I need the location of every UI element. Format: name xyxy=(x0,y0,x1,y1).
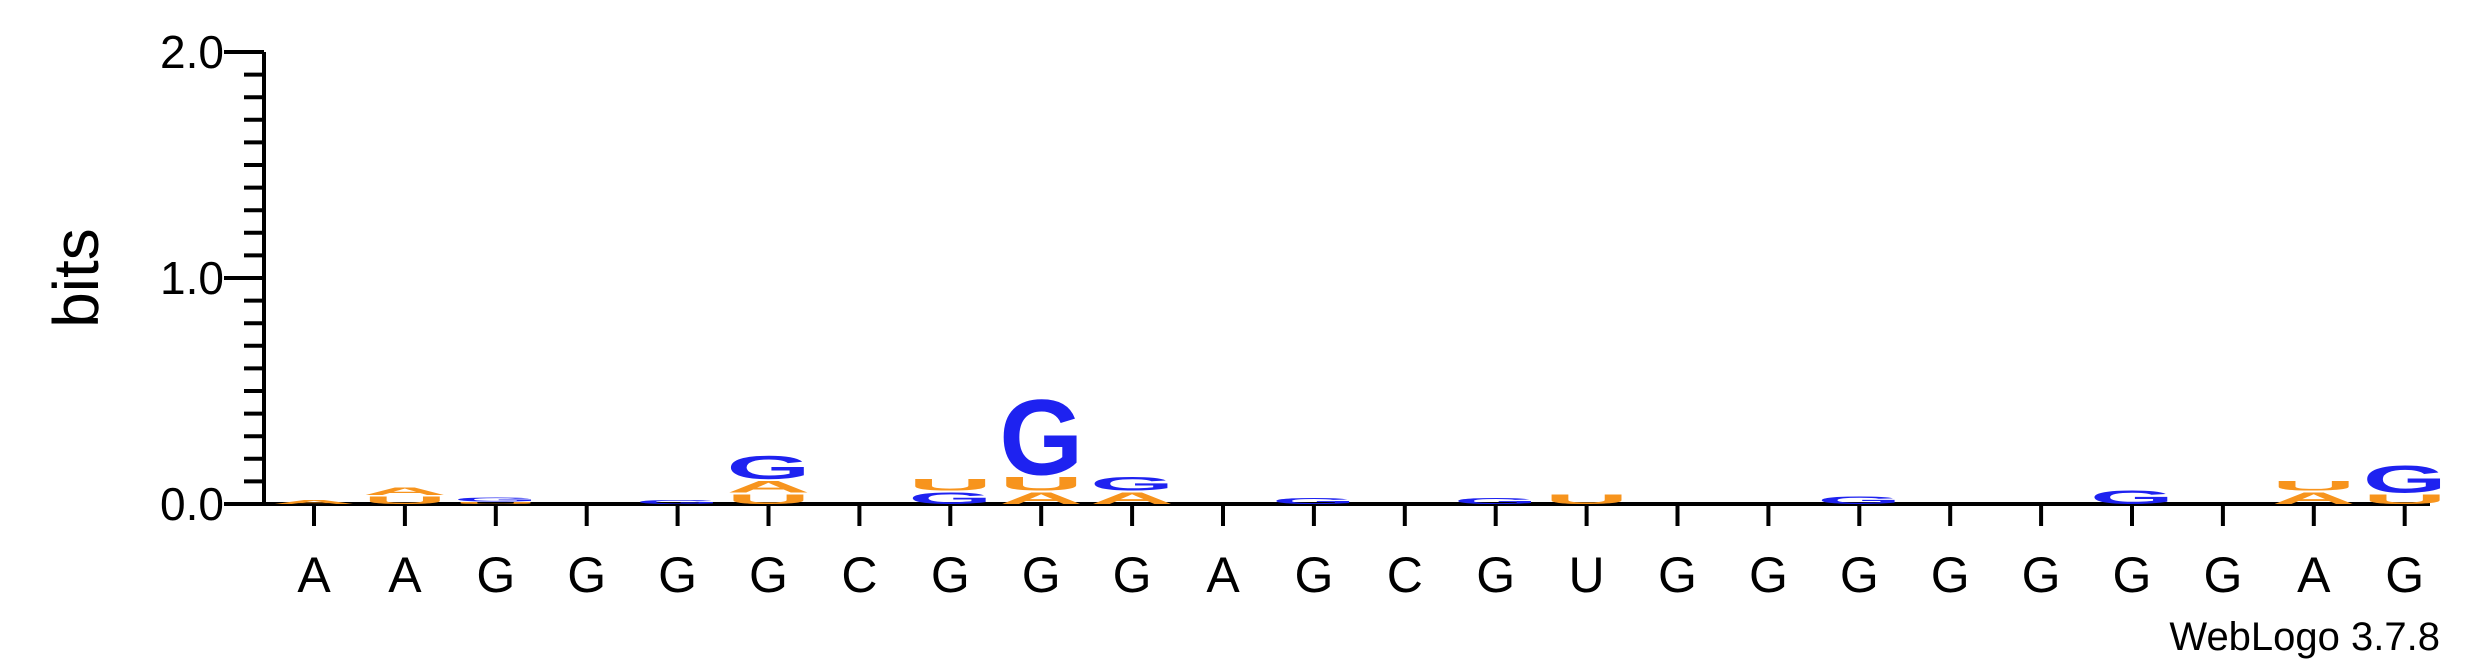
position-label: G xyxy=(2203,547,2242,603)
position-label: A xyxy=(297,547,331,603)
position-label: G xyxy=(1749,547,1788,603)
position-label: G xyxy=(2385,547,2424,603)
letter-stack: G xyxy=(1817,494,1901,506)
logo-letter-A: A xyxy=(272,499,356,505)
weblogo-credit: WebLogo 3.7.8 xyxy=(2169,615,2440,659)
logo-letter-G: G xyxy=(727,449,811,486)
logo-letter-G: G xyxy=(1272,497,1356,506)
logo-letter-U: U xyxy=(999,473,1083,495)
logo-letter-G: G xyxy=(2090,487,2174,508)
y-tick-label: 1.0 xyxy=(160,252,224,304)
position-label: U xyxy=(1569,547,1605,603)
y-axis: 0.0 1.0 2.0 xyxy=(160,26,266,530)
letter-stack: UG xyxy=(2363,458,2447,507)
logo-letter-U: U xyxy=(1545,491,1629,507)
logo-letter-A: A xyxy=(1090,489,1174,508)
logo-letter-U: U xyxy=(2363,491,2447,507)
position-label: G xyxy=(476,547,515,603)
position-label: C xyxy=(1387,547,1423,603)
y-axis-title: bits xyxy=(40,228,112,328)
letter-stack: G xyxy=(636,499,720,505)
position-label: C xyxy=(841,547,877,603)
letter-stack: G xyxy=(1454,497,1538,506)
y-tick-labels: 0.0 1.0 2.0 xyxy=(160,26,224,530)
logo-letter-G: G xyxy=(636,499,720,505)
letter-stack: G xyxy=(2090,487,2174,508)
position-label: G xyxy=(1022,547,1061,603)
logo-letter-G: G xyxy=(454,497,538,503)
position-label: G xyxy=(1476,547,1515,603)
letter-stack: UG xyxy=(454,497,538,505)
y-ticks xyxy=(224,50,264,506)
logo-letter-U: U xyxy=(454,502,538,505)
letter-stack: G xyxy=(1272,497,1356,506)
letter-stack: U xyxy=(1545,491,1629,507)
position-label: A xyxy=(1206,547,1240,603)
position-label: G xyxy=(567,547,606,603)
letter-stack: UAG xyxy=(726,449,810,507)
logo-letter-G: G xyxy=(1454,497,1538,506)
letter-stack: AUG xyxy=(999,377,1083,508)
letter-stack: AG xyxy=(1090,473,1174,507)
logo-letter-U: U xyxy=(2272,478,2356,494)
logo-letter-A: A xyxy=(2272,489,2356,508)
position-label: G xyxy=(2113,547,2152,603)
position-label: A xyxy=(388,547,422,603)
position-label: G xyxy=(2022,547,2061,603)
y-tick-label: 0.0 xyxy=(160,478,224,530)
y-tick-label: 2.0 xyxy=(160,26,224,78)
logo-letter-U: U xyxy=(727,491,811,507)
logo-letter-A: A xyxy=(999,489,1083,508)
logo-letter-G: G xyxy=(2363,458,2447,501)
position-label: G xyxy=(658,547,697,603)
x-ticks xyxy=(312,504,2407,526)
logo-letter-A: A xyxy=(726,478,810,497)
position-label: G xyxy=(931,547,970,603)
position-label: G xyxy=(1294,547,1333,603)
logo-letter-U: U xyxy=(908,475,992,494)
letter-stack: AU xyxy=(2272,478,2356,508)
position-label: A xyxy=(2297,547,2331,603)
logo-letter-G: G xyxy=(999,377,1083,498)
logo-letter-A: A xyxy=(363,485,447,497)
letter-stack: A xyxy=(272,499,356,505)
logo-letter-U: U xyxy=(363,494,447,506)
letter-stack: UA xyxy=(363,485,447,506)
position-label: G xyxy=(1658,547,1697,603)
logo-letter-G: G xyxy=(1817,494,1901,506)
position-label: G xyxy=(749,547,788,603)
position-label: G xyxy=(1840,547,1879,603)
letter-stack: GU xyxy=(908,475,992,507)
position-label: G xyxy=(1931,547,1970,603)
logo-letter-G: G xyxy=(1090,473,1174,494)
position-label: G xyxy=(1113,547,1152,603)
logo-letter-G: G xyxy=(908,489,992,507)
